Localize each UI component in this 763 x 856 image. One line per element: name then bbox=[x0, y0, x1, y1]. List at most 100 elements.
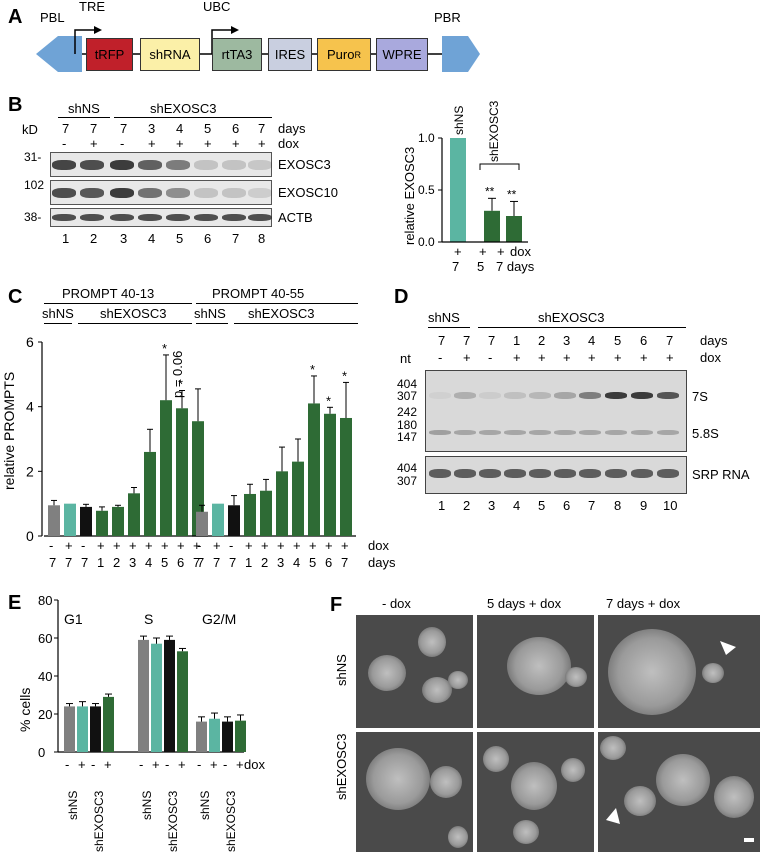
gel-7s-band-6 bbox=[554, 392, 576, 399]
gel-7s-band-8 bbox=[605, 392, 627, 399]
exosc10-band-6 bbox=[194, 187, 218, 198]
label-actb: ACTB bbox=[278, 210, 313, 225]
b-ytick-label-2: 0.0 bbox=[418, 235, 435, 249]
e-ytick-label-4: 0 bbox=[38, 745, 45, 760]
arrowhead-icon bbox=[606, 808, 620, 824]
gel-7s-band-1 bbox=[429, 392, 451, 399]
f-row-shexosc3: shEXOSC3 bbox=[334, 733, 349, 800]
c-dox-0-8: + bbox=[177, 538, 185, 553]
c-day-1-7: 5 bbox=[309, 555, 317, 570]
e-bar-2-2 bbox=[222, 721, 233, 752]
c-dox-0-9: + bbox=[193, 538, 201, 553]
gel-srp-band-8 bbox=[605, 469, 627, 478]
c-day-1-2: 7 bbox=[229, 555, 237, 570]
d-lane-8: 8 bbox=[614, 498, 622, 513]
c-sig-1-8: * bbox=[326, 393, 331, 408]
c-bar-1-1 bbox=[212, 503, 224, 536]
b-bracket bbox=[479, 163, 520, 170]
exosc3-band-3 bbox=[110, 159, 134, 170]
b-bar-2 bbox=[506, 216, 522, 242]
panel-letter-a: A bbox=[8, 6, 23, 28]
c-group-shexosc3-2: shEXOSC3 bbox=[248, 306, 315, 321]
d-bracket-1 bbox=[428, 327, 470, 328]
e-bar-1-0 bbox=[138, 639, 149, 752]
b-day-8: 7 bbox=[258, 121, 266, 136]
e-bar-0-1 bbox=[77, 706, 88, 752]
d-marker-180: 180 bbox=[397, 418, 418, 432]
c-day-0-5: 3 bbox=[129, 555, 137, 570]
d-group-shns: shNS bbox=[428, 310, 460, 325]
ubc-label: UBC bbox=[203, 0, 231, 14]
c-day-0-3: 1 bbox=[97, 555, 105, 570]
e-bar-0-2 bbox=[90, 706, 101, 752]
gel-srp-band-3 bbox=[479, 469, 501, 478]
b-day-4: 3 bbox=[148, 121, 156, 136]
e-phase-g2m: G2/M bbox=[202, 611, 236, 627]
exosc10-band-8 bbox=[248, 187, 272, 198]
c-sig-0-7: * bbox=[162, 341, 167, 356]
d-dox-7: + bbox=[588, 350, 596, 365]
e-dox-8: - bbox=[197, 757, 202, 772]
c-dox-1-0: - bbox=[197, 538, 202, 553]
e-dox-label: dox bbox=[244, 757, 265, 772]
photo-shexosc3-5days bbox=[477, 732, 594, 852]
c-bar-1-2 bbox=[228, 505, 240, 536]
panel-letter-f: F bbox=[330, 594, 343, 616]
b-day-6: 5 bbox=[204, 121, 212, 136]
d-dox-8: + bbox=[614, 350, 622, 365]
c-bar-0-8 bbox=[176, 408, 188, 536]
d-day-4: 1 bbox=[513, 333, 521, 348]
b-dox-label: dox bbox=[278, 136, 299, 151]
c-dox-0-6: + bbox=[145, 538, 153, 553]
d-lane-3: 3 bbox=[488, 498, 496, 513]
d-lane-10: 10 bbox=[663, 498, 678, 513]
marker-102: 102 bbox=[24, 178, 45, 192]
c-day-0-0: 7 bbox=[49, 555, 57, 570]
gel-7s-band-5 bbox=[529, 392, 551, 399]
c-bracket-4 bbox=[234, 323, 358, 324]
e-ylabel: % cells bbox=[17, 688, 33, 732]
b-bar-dox-3: + bbox=[497, 244, 505, 259]
d-lane-7: 7 bbox=[588, 498, 596, 513]
c-day-0-2: 7 bbox=[81, 555, 89, 570]
gel-srp-band-6 bbox=[554, 469, 576, 478]
exosc10-band-1 bbox=[52, 187, 76, 198]
b-dox-2: + bbox=[90, 136, 98, 151]
c-dox-0-5: + bbox=[129, 538, 137, 553]
photo-shexosc3-7days bbox=[598, 732, 760, 852]
e-bar-1-1 bbox=[151, 643, 162, 752]
b-bar-label-shexosc3: shEXOSC3 bbox=[487, 100, 501, 162]
d-day-8: 5 bbox=[614, 333, 622, 348]
e-dox-9: + bbox=[210, 757, 218, 772]
f-row-shns: shNS bbox=[334, 654, 349, 686]
d-dox-2: + bbox=[463, 350, 471, 365]
gel-58s-band-4 bbox=[504, 430, 526, 435]
d-lane-4: 4 bbox=[513, 498, 521, 513]
c-day-1-8: 6 bbox=[325, 555, 333, 570]
exosc3-band-6 bbox=[194, 159, 218, 170]
c-dox-0-2: - bbox=[81, 538, 86, 553]
actb-band-3 bbox=[110, 213, 134, 222]
b-bar-dox-label: dox bbox=[510, 244, 531, 259]
b-ylabel: relative EXOSC3 bbox=[402, 147, 417, 245]
d-dox-9: + bbox=[640, 350, 648, 365]
c-bar-1-7 bbox=[308, 403, 320, 536]
d-dox-10: + bbox=[666, 350, 674, 365]
c-bar-1-6 bbox=[292, 461, 304, 536]
b-ytick-label-0: 1.0 bbox=[418, 131, 435, 145]
gel-7s-band-3 bbox=[479, 392, 501, 399]
c-day-1-3: 1 bbox=[245, 555, 253, 570]
c-title-line-1 bbox=[44, 303, 192, 304]
panel-letter-b: B bbox=[8, 94, 23, 116]
gel-58s-band-2 bbox=[454, 430, 476, 435]
c-dox-1-4: + bbox=[261, 538, 269, 553]
c-bar-0-3 bbox=[96, 510, 108, 536]
b-lane-1: 1 bbox=[62, 231, 70, 246]
gel-58s-band-10 bbox=[657, 430, 679, 435]
c-dox-0-1: + bbox=[65, 538, 73, 553]
b-day-7: 6 bbox=[232, 121, 240, 136]
d-day-1: 7 bbox=[438, 333, 446, 348]
d-nt-label: nt bbox=[400, 351, 411, 366]
e-bar-2-1 bbox=[209, 718, 220, 752]
wpre-box: WPRE bbox=[376, 38, 428, 71]
